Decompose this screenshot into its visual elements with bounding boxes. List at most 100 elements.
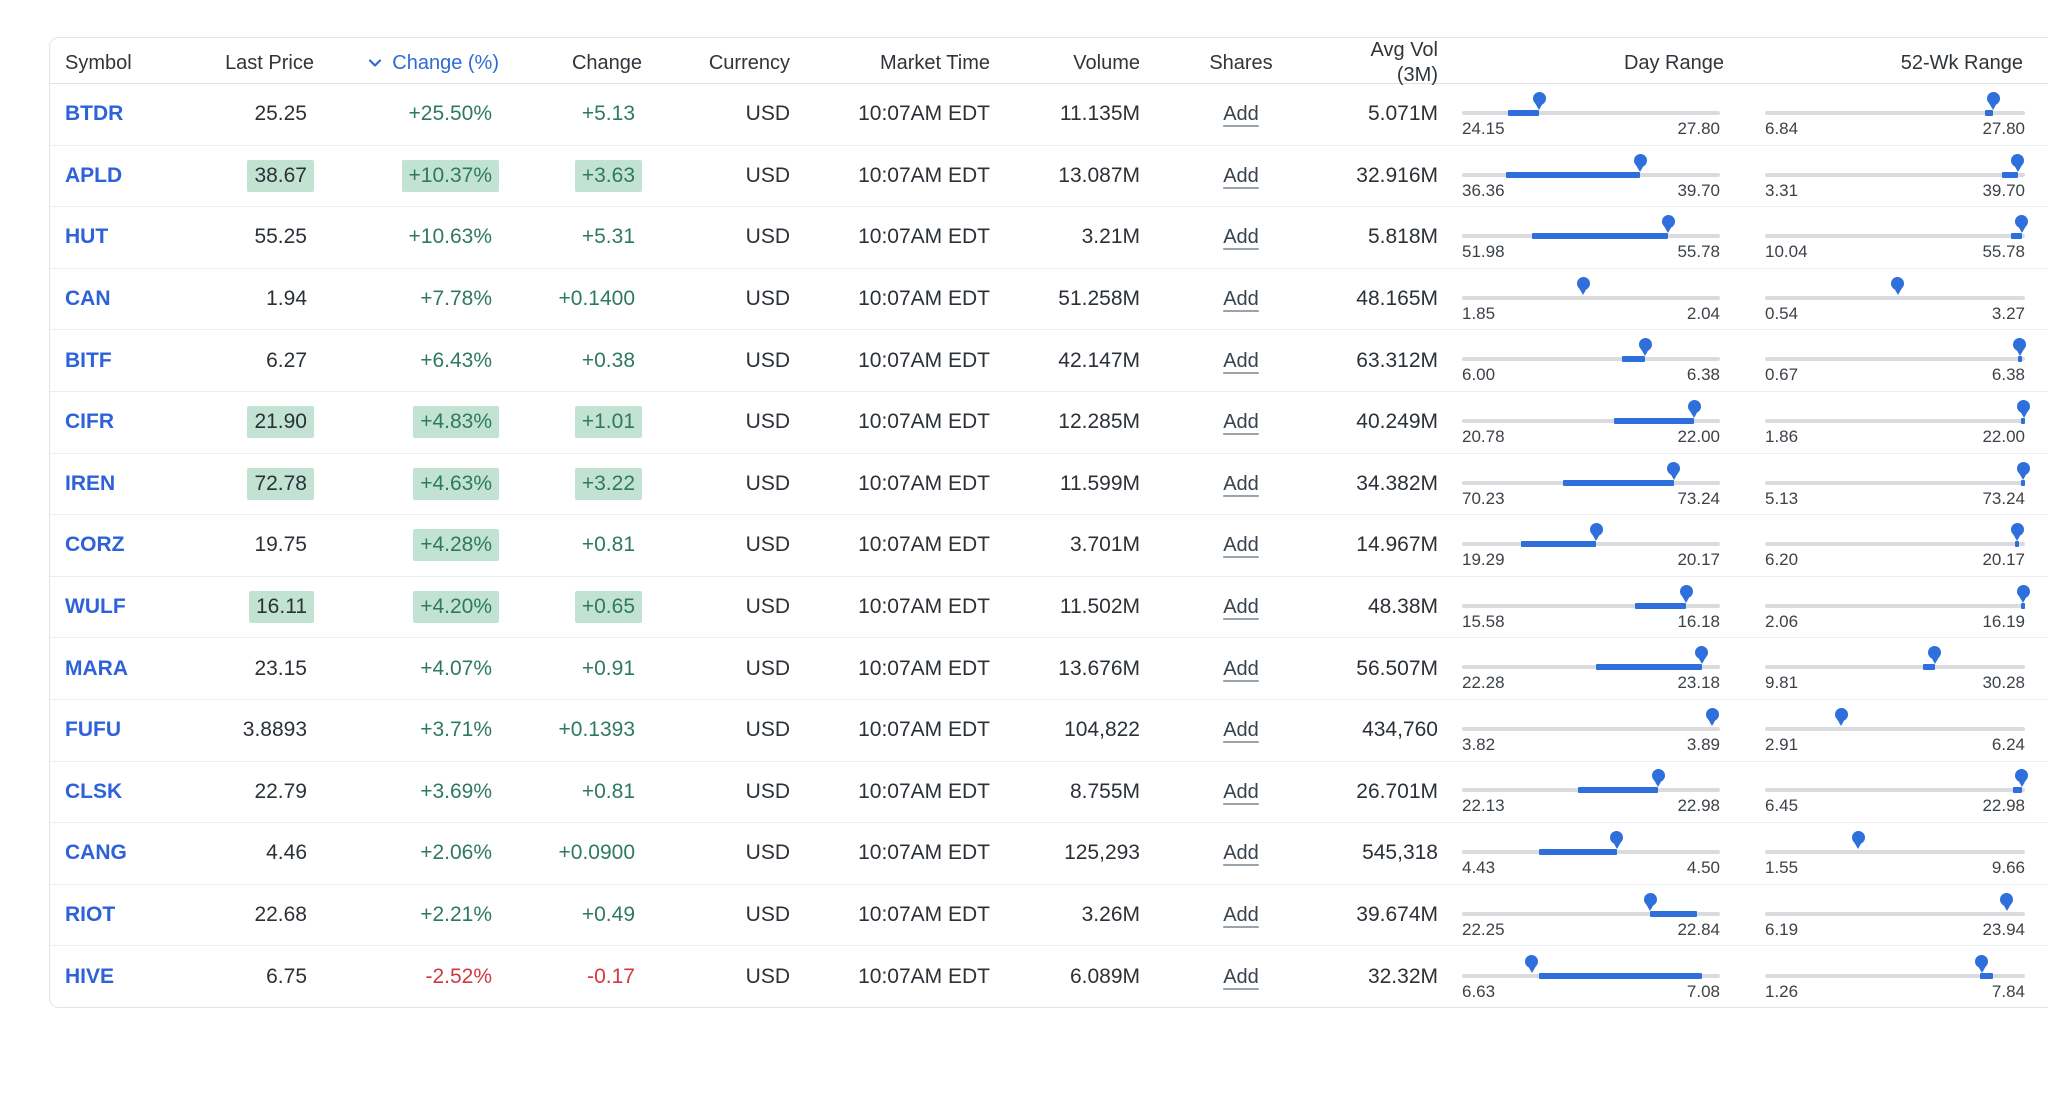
col-header-market-time[interactable]: Market Time [879, 51, 990, 74]
52wk-range-bar [2021, 602, 2025, 609]
last-price-cell: 3.8893 [242, 718, 307, 742]
add-shares-button[interactable]: Add [1223, 472, 1259, 495]
52wk-range-high: 23.94 [1982, 919, 2025, 939]
add-shares-button[interactable]: Add [1223, 103, 1259, 126]
current-price-pin-icon [1679, 584, 1693, 603]
day-range-track [1462, 787, 1720, 794]
symbol-link[interactable]: CAN [65, 287, 111, 311]
day-range-high: 23.18 [1677, 673, 1720, 693]
col-header-change[interactable]: Change [571, 51, 642, 74]
table-row: RIOT 22.68 +2.21% +0.49 USD 10:07AM EDT … [50, 885, 2048, 947]
current-price-pin-icon [1891, 276, 1905, 295]
52wk-range-slider: 1.86 22.00 [1765, 398, 2031, 447]
avg-vol-cell: 40.249M [1356, 410, 1438, 434]
day-range-high: 39.70 [1677, 180, 1720, 200]
day-range-slider: 51.98 55.78 [1462, 213, 1720, 262]
current-price-pin-icon [2011, 153, 2025, 172]
current-price-pin-icon [1851, 831, 1865, 850]
52wk-range-low: 3.31 [1765, 180, 1799, 200]
add-shares-button[interactable]: Add [1223, 904, 1259, 927]
symbol-link[interactable]: CIFR [65, 410, 114, 434]
current-price-pin-icon [2016, 461, 2030, 480]
col-header-currency[interactable]: Currency [708, 51, 790, 74]
day-range-bar [1578, 787, 1659, 794]
col-header-shares[interactable]: Shares [1209, 51, 1273, 74]
add-shares-button[interactable]: Add [1223, 411, 1259, 434]
market-time-cell: 10:07AM EDT [858, 533, 990, 557]
52wk-range-bar [1979, 972, 1993, 979]
day-range-track [1462, 295, 1720, 300]
symbol-link[interactable]: WULF [65, 595, 126, 619]
current-price-pin-icon [1643, 892, 1657, 911]
table-row: HUT 55.25 +10.63% +5.31 USD 10:07AM EDT … [50, 207, 2048, 269]
symbol-link[interactable]: CLSK [65, 779, 123, 803]
current-price-pin-icon [1589, 523, 1603, 542]
day-range-slider: 19.29 20.17 [1462, 521, 1720, 570]
col-header-last-price[interactable]: Last Price [225, 51, 314, 74]
current-price-pin-icon [1638, 338, 1652, 357]
52wk-range-bar [1984, 109, 1994, 116]
52wk-range-high: 30.28 [1982, 673, 2025, 693]
day-range-low: 19.29 [1462, 550, 1505, 570]
52wk-range-track [1765, 479, 2025, 486]
day-range-track [1462, 109, 1720, 116]
current-price-pin-icon [2016, 584, 2030, 603]
day-range-low: 6.00 [1462, 365, 1496, 385]
52wk-range-track [1765, 787, 2025, 794]
last-price-cell: 1.94 [266, 287, 307, 311]
change-cell: +1.01 [505, 406, 648, 439]
current-price-pin-icon [2015, 215, 2029, 234]
last-price-cell: 4.46 [266, 841, 307, 865]
symbol-link[interactable]: CANG [65, 841, 127, 865]
col-header-volume[interactable]: Volume [1073, 51, 1140, 74]
add-shares-button[interactable]: Add [1223, 164, 1259, 187]
day-range-bar [1621, 356, 1646, 363]
currency-cell: USD [745, 410, 790, 434]
symbol-link[interactable]: HUT [65, 225, 109, 249]
last-price-cell: 19.75 [254, 533, 307, 557]
col-header-symbol[interactable]: Symbol [65, 51, 132, 74]
day-range-track [1462, 664, 1720, 671]
col-header-avg-vol[interactable]: Avg Vol (3M) [1370, 39, 1438, 86]
symbol-link[interactable]: BITF [65, 348, 112, 372]
52wk-range-bar [2015, 541, 2019, 548]
symbol-link[interactable]: BTDR [65, 102, 124, 126]
52wk-range-high: 22.00 [1982, 426, 2025, 446]
change-pct-cell: +6.43% [420, 348, 492, 372]
market-time-cell: 10:07AM EDT [858, 595, 990, 619]
col-header-change-pct[interactable]: Change (%) [320, 52, 505, 75]
volume-cell: 3.26M [1081, 903, 1140, 927]
add-shares-button[interactable]: Add [1223, 226, 1259, 249]
symbol-link[interactable]: FUFU [65, 718, 121, 742]
currency-cell: USD [745, 595, 790, 619]
52wk-range-bar [2013, 787, 2023, 794]
add-shares-button[interactable]: Add [1223, 842, 1259, 865]
symbol-link[interactable]: CORZ [65, 533, 125, 557]
52wk-range-track [1765, 602, 2025, 609]
symbol-link[interactable]: APLD [65, 163, 123, 187]
current-price-pin-icon [2010, 523, 2024, 542]
symbol-link[interactable]: HIVE [65, 965, 115, 989]
add-shares-button[interactable]: Add [1223, 534, 1259, 557]
day-range-low: 36.36 [1462, 180, 1505, 200]
table-row: WULF 16.11 +4.20% +0.65 USD 10:07AM EDT … [50, 577, 2048, 639]
add-shares-button[interactable]: Add [1223, 349, 1259, 372]
current-price-pin-icon [2017, 399, 2031, 418]
add-shares-button[interactable]: Add [1223, 596, 1259, 619]
52wk-range-slider: 3.31 39.70 [1765, 152, 2025, 201]
day-range-slider: 3.82 3.89 [1462, 706, 1720, 755]
col-header-52wk-range[interactable]: 52-Wk Range [1900, 51, 2023, 74]
add-shares-button[interactable]: Add [1223, 719, 1259, 742]
add-shares-button[interactable]: Add [1223, 780, 1259, 803]
add-shares-button[interactable]: Add [1223, 288, 1259, 311]
volume-cell: 104,822 [1064, 718, 1140, 742]
symbol-link[interactable]: IREN [65, 471, 116, 495]
symbol-link[interactable]: MARA [65, 656, 128, 680]
52wk-range-high: 7.84 [1991, 981, 2025, 1001]
col-header-day-range[interactable]: Day Range [1623, 51, 1724, 74]
add-shares-button[interactable]: Add [1223, 966, 1259, 989]
add-shares-button[interactable]: Add [1223, 657, 1259, 680]
table-row: FUFU 3.8893 +3.71% +0.1393 USD 10:07AM E… [50, 700, 2048, 762]
day-range-low: 51.98 [1462, 242, 1505, 262]
symbol-link[interactable]: RIOT [65, 903, 116, 927]
